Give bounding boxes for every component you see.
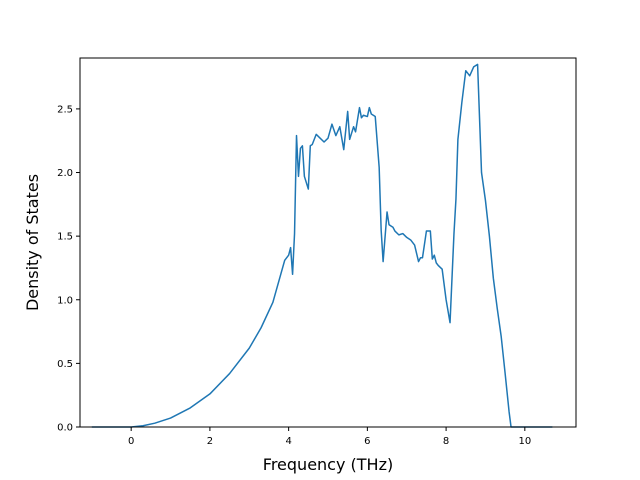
y-tick-label: 0.5 (57, 359, 73, 370)
x-tick-label: 8 (443, 436, 449, 447)
x-axis-ticks: 0 2 4 6 8 10 (128, 427, 531, 447)
x-tick-label: 6 (364, 436, 370, 447)
plot-marks (91, 63, 553, 428)
y-tick-label: 1.0 (57, 295, 73, 306)
series-line-0 (91, 63, 553, 428)
x-tick-label: 4 (285, 436, 291, 447)
plot-frame (79, 57, 577, 428)
y-tick-label: 0.0 (57, 423, 73, 434)
x-tick-label: 2 (207, 436, 213, 447)
x-axis-label: Frequency (THz) (263, 455, 393, 474)
y-tick-label: 1.5 (57, 232, 73, 243)
y-axis-label: Density of States (23, 174, 42, 311)
y-tick-label: 2.5 (57, 104, 73, 115)
y-axis-ticks: 0.0 0.5 1.0 1.5 2.0 2.5 (57, 104, 80, 434)
plot-area (80, 58, 576, 427)
x-tick-label: 0 (128, 436, 134, 447)
y-tick-label: 2.0 (57, 168, 73, 179)
x-tick-label: 10 (518, 436, 531, 447)
